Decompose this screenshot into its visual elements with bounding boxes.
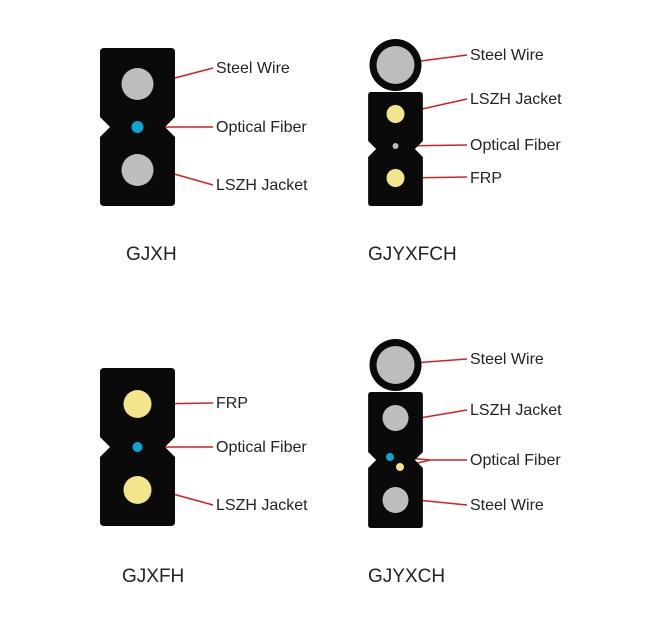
gjxfh-component-2 <box>124 476 152 504</box>
gjyxch-component-2 <box>386 453 394 461</box>
gjyxfch-component-0 <box>377 46 415 84</box>
gjxh-label-1: Optical Fiber <box>216 119 307 137</box>
gjyxch-component-0 <box>377 346 415 384</box>
gjyxch-label-1: LSZH Jacket <box>470 402 562 420</box>
gjyxch-title: GJYXCH <box>368 566 445 588</box>
gjxfh-component-1 <box>133 442 143 452</box>
gjxfh-label-2: LSZH Jacket <box>216 497 308 515</box>
gjyxch-label-3: Steel Wire <box>470 497 544 515</box>
gjxh-component-0 <box>122 68 154 100</box>
gjxfh-component-0 <box>124 390 152 418</box>
gjyxfch-component-1 <box>387 105 405 123</box>
gjyxch-component-3 <box>396 463 404 471</box>
gjxh-diagram <box>100 48 175 206</box>
gjyxfch-label-1: LSZH Jacket <box>470 91 562 109</box>
gjyxfch-diagram <box>358 38 433 206</box>
gjxfh-label-1: Optical Fiber <box>216 439 307 457</box>
gjyxch-component-4 <box>383 487 409 513</box>
gjyxfch-component-3 <box>387 169 405 187</box>
gjyxfch-component-2 <box>393 143 399 149</box>
gjyxfch-label-2: Optical Fiber <box>470 137 561 155</box>
gjyxch-diagram <box>358 338 433 528</box>
gjyxch-label-0: Steel Wire <box>470 351 544 369</box>
gjyxfch-label-3: FRP <box>470 170 502 188</box>
gjxfh-label-0: FRP <box>216 395 248 413</box>
gjyxch-label-2: Optical Fiber <box>470 452 561 470</box>
gjxh-component-2 <box>122 154 154 186</box>
gjxh-component-1 <box>132 121 144 133</box>
gjyxfch-label-0: Steel Wire <box>470 47 544 65</box>
gjyxch-component-1 <box>383 405 409 431</box>
gjxh-title: GJXH <box>126 244 177 266</box>
gjyxfch-title: GJYXFCH <box>368 244 457 266</box>
gjxh-label-2: LSZH Jacket <box>216 177 308 195</box>
gjxh-label-0: Steel Wire <box>216 60 290 78</box>
gjxfh-diagram <box>100 368 175 526</box>
gjxfh-title: GJXFH <box>122 566 184 588</box>
